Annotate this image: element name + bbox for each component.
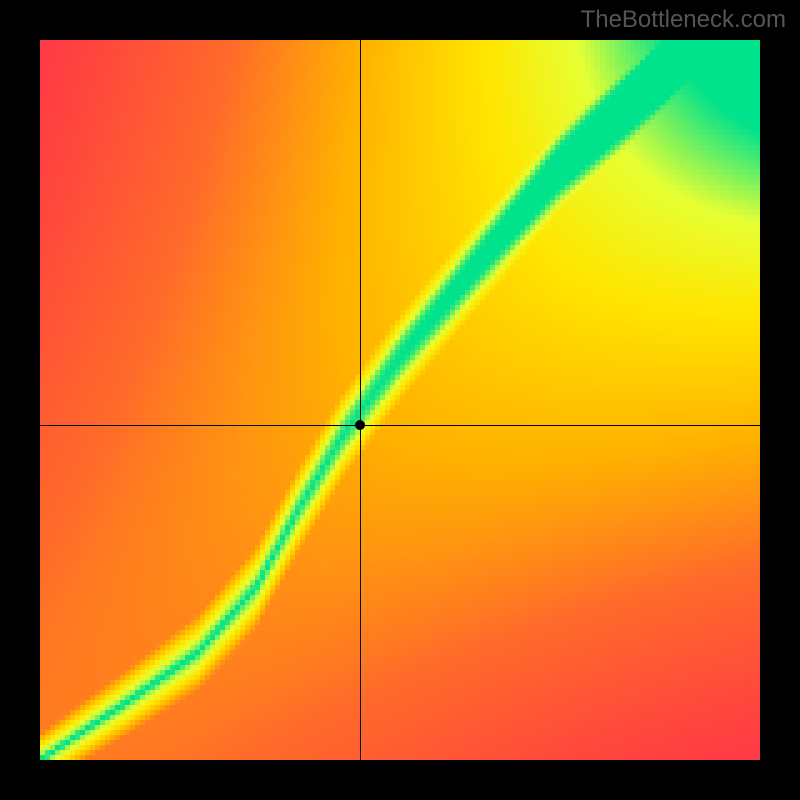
chart-container: TheBottleneck.com — [0, 0, 800, 800]
crosshair-vertical — [360, 40, 361, 760]
watermark-text: TheBottleneck.com — [581, 6, 786, 34]
plot-area — [40, 40, 760, 760]
heatmap-canvas — [40, 40, 760, 760]
crosshair-horizontal — [40, 425, 760, 426]
crosshair-dot — [355, 420, 365, 430]
